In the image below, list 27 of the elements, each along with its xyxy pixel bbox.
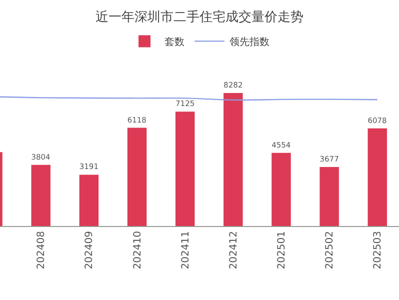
chart-title: 近一年深圳市二手住宅成交量价走势 — [96, 9, 304, 26]
bar — [224, 93, 243, 226]
x-tick-label: 202503 — [372, 231, 384, 270]
data-label: 7125 — [175, 99, 195, 108]
data-label: 6078 — [368, 116, 387, 125]
data-label: 3677 — [320, 154, 340, 164]
legend-label: 套数 — [164, 36, 184, 48]
x-tick-label: 202410 — [132, 231, 144, 270]
bar — [31, 164, 50, 226]
data-label: 6118 — [127, 115, 147, 124]
bar — [175, 112, 195, 226]
x-tick-label: 202408 — [36, 231, 48, 270]
x-tick-label: 202409 — [84, 231, 96, 270]
data-label: 3804 — [31, 152, 50, 162]
x-tick-label: 202412 — [228, 231, 240, 270]
x-tick-label: 202501 — [276, 231, 288, 270]
x-tick-label: 202411 — [180, 231, 192, 270]
bar — [368, 128, 387, 226]
bar — [127, 128, 147, 226]
data-label: 8282 — [224, 80, 243, 90]
data-label: 4554 — [272, 140, 291, 150]
bar — [79, 174, 99, 226]
legend-label: 领先指数 — [230, 36, 270, 48]
data-label: 3191 — [79, 162, 99, 172]
x-tick-label: 202502 — [324, 231, 336, 270]
bar — [320, 166, 339, 226]
bar — [272, 152, 291, 226]
